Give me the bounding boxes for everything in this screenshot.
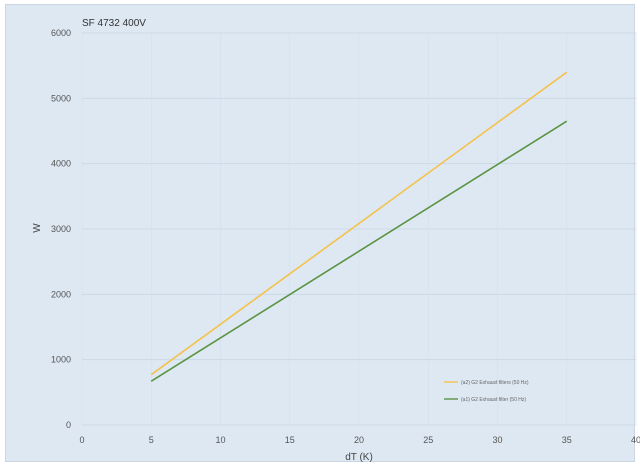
y-tick-labels: 0 1000 2000 3000 4000 5000 6000 [51, 28, 71, 430]
chart-title: SF 4732 400V [82, 18, 146, 29]
series-line-1 [150, 71, 568, 376]
x-axis-title: dT (K) [345, 452, 373, 463]
series-line-2 [150, 120, 568, 382]
x-tick-label: 20 [354, 435, 364, 445]
x-tick-label: 30 [492, 435, 502, 445]
legend-label-2: (a1) G2 Exhaust filter (50 Hz) [461, 397, 526, 403]
x-tick-label: 40 [631, 435, 640, 445]
y-tick-label: 2000 [51, 289, 71, 299]
x-tick-label: 0 [79, 435, 84, 445]
y-tick-label: 5000 [51, 93, 71, 103]
x-tick-label: 5 [149, 435, 154, 445]
y-tick-label: 4000 [51, 159, 71, 169]
legend: (a2) G2 Exhaust filters (50 Hz) (a1) G2 E… [444, 380, 529, 403]
legend-label-1: (a2) G2 Exhaust filters (50 Hz) [461, 380, 529, 386]
gridlines [81, 32, 637, 426]
x-tick-label: 10 [215, 435, 225, 445]
y-tick-label: 6000 [51, 28, 71, 38]
series-lines [150, 71, 568, 382]
x-tick-label: 25 [423, 435, 433, 445]
y-axis-title: W [32, 223, 43, 233]
x-tick-label: 35 [562, 435, 572, 445]
chart-area [5, 4, 635, 462]
x-tick-label: 15 [285, 435, 295, 445]
y-tick-label: 1000 [51, 355, 71, 365]
y-tick-label: 3000 [51, 224, 71, 234]
y-tick-label: 0 [66, 420, 71, 430]
x-tick-labels: 0 5 10 15 20 25 30 35 40 [79, 435, 640, 445]
